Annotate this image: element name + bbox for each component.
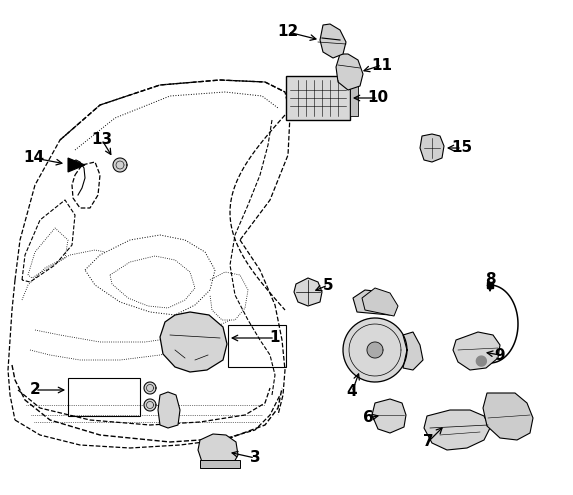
Bar (286, 76, 350, 120)
Polygon shape (336, 54, 363, 90)
Polygon shape (198, 434, 238, 468)
Text: 12: 12 (277, 24, 299, 40)
Polygon shape (343, 318, 407, 382)
Bar (228, 325, 286, 367)
Polygon shape (68, 158, 85, 172)
Text: 13: 13 (92, 133, 112, 148)
Text: 11: 11 (371, 57, 393, 72)
Text: 14: 14 (23, 150, 45, 165)
Text: 2: 2 (30, 383, 40, 397)
Bar (200, 460, 240, 468)
Text: 1: 1 (270, 331, 280, 346)
Polygon shape (403, 332, 423, 370)
Bar (68, 378, 140, 416)
Polygon shape (367, 342, 383, 358)
Bar (350, 80, 358, 116)
Text: 8: 8 (485, 273, 495, 288)
Text: 4: 4 (347, 385, 358, 399)
Polygon shape (144, 399, 156, 411)
Polygon shape (424, 410, 490, 450)
Text: 7: 7 (423, 435, 433, 449)
Polygon shape (372, 399, 406, 433)
Polygon shape (353, 290, 393, 315)
Polygon shape (144, 382, 156, 394)
Polygon shape (453, 332, 500, 370)
Polygon shape (320, 24, 346, 58)
Text: 3: 3 (250, 450, 260, 465)
Text: 10: 10 (367, 91, 388, 105)
Text: 6: 6 (363, 410, 374, 426)
Polygon shape (294, 278, 322, 306)
Polygon shape (483, 393, 533, 440)
Polygon shape (158, 392, 180, 428)
Polygon shape (113, 158, 127, 172)
Text: 9: 9 (494, 347, 505, 362)
Polygon shape (362, 288, 398, 316)
Text: 15: 15 (452, 141, 473, 155)
Text: 5: 5 (323, 278, 333, 293)
Polygon shape (420, 134, 444, 162)
Polygon shape (160, 312, 227, 372)
Polygon shape (476, 356, 486, 366)
